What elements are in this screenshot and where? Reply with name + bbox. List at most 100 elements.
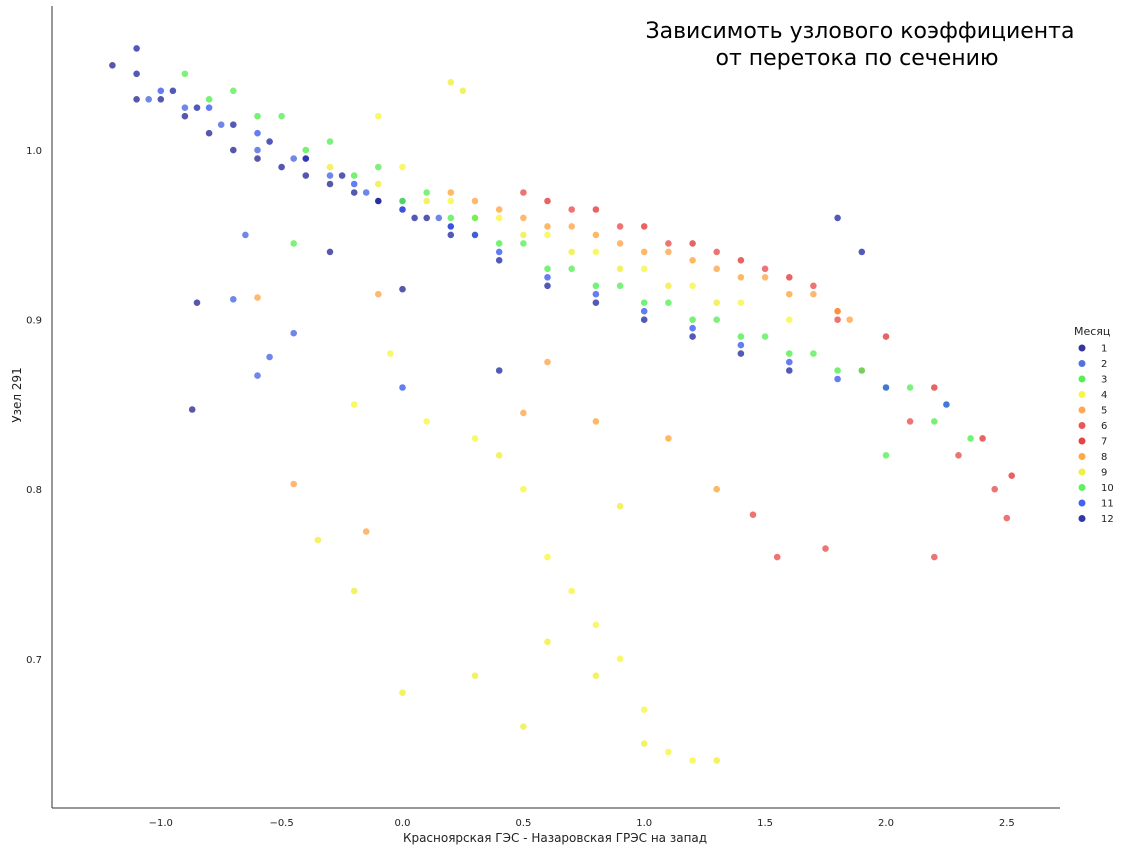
data-point (567, 247, 576, 256)
y-tick-label: 0.7 (26, 655, 42, 666)
legend-marker (1077, 436, 1087, 446)
data-point (495, 205, 504, 214)
data-point (712, 315, 721, 324)
data-point (434, 213, 443, 222)
data-point (664, 298, 673, 307)
legend-item: 4 (1077, 390, 1107, 401)
series-6 (519, 188, 1011, 561)
data-point (253, 371, 262, 380)
legend-item: 9 (1077, 468, 1107, 479)
x-tick-label: 1.5 (757, 818, 773, 829)
data-point (543, 230, 552, 239)
data-point (253, 154, 262, 163)
data-point (833, 366, 842, 375)
x-ticks: −1.0 −0.5 0.0 0.5 1.0 1.5 2.0 2.5 (149, 818, 1015, 829)
data-point (241, 230, 250, 239)
data-point (362, 188, 371, 197)
data-point (845, 315, 854, 324)
data-point (519, 722, 528, 731)
data-point (374, 197, 383, 205)
data-point (446, 78, 455, 87)
y-tick-label: 0.9 (26, 316, 42, 327)
series-7 (543, 197, 1016, 480)
data-point (458, 86, 467, 95)
series-2 (144, 95, 479, 380)
data-point (592, 290, 600, 299)
data-point (398, 383, 407, 392)
data-point (229, 146, 238, 154)
data-point (737, 256, 745, 265)
series-11 (156, 86, 951, 409)
legend-label: 11 (1101, 499, 1114, 510)
data-point (265, 137, 274, 146)
data-point (664, 247, 673, 256)
data-point (966, 434, 975, 443)
x-tick-label: 0.5 (515, 818, 531, 829)
data-point (978, 434, 987, 443)
legend-marker (1077, 359, 1087, 368)
data-point (313, 536, 322, 544)
x-tick-label: 2.5 (999, 818, 1015, 829)
data-point (519, 213, 528, 222)
series-5 (253, 197, 854, 536)
legend-item: 7 (1077, 436, 1107, 448)
data-point (882, 383, 890, 392)
data-point (156, 86, 165, 95)
data-point (495, 247, 504, 256)
data-point (229, 86, 238, 95)
data-point (640, 705, 649, 714)
data-point (616, 281, 624, 290)
data-point (229, 120, 238, 129)
data-point (495, 256, 504, 265)
data-point (180, 112, 189, 121)
data-point (374, 180, 383, 188)
data-point (229, 295, 238, 304)
data-point (592, 417, 600, 426)
data-point (132, 69, 141, 78)
data-point (471, 213, 479, 222)
legend-title: Месяц (1074, 325, 1110, 338)
data-point (785, 358, 794, 366)
legend-label: 5 (1101, 406, 1107, 417)
data-point (205, 95, 213, 104)
data-point (749, 510, 757, 519)
legend-label: 1 (1101, 344, 1107, 355)
data-point (664, 239, 673, 248)
data-point (277, 163, 286, 171)
legend-item: 3 (1077, 375, 1107, 386)
legend-item: 8 (1077, 452, 1107, 463)
data-point (592, 298, 600, 307)
data-point (326, 137, 334, 146)
data-point (543, 197, 552, 205)
legend-label: 6 (1101, 421, 1107, 432)
data-point (712, 247, 721, 256)
data-point (567, 264, 576, 273)
chart-title-line-2: от перетока по сечению (716, 46, 999, 71)
data-point (495, 366, 504, 375)
data-point (737, 273, 745, 282)
data-point (193, 103, 201, 112)
data-point (205, 103, 213, 112)
series-12 (132, 44, 866, 375)
data-point (688, 756, 697, 765)
data-point (543, 264, 552, 273)
data-point (616, 239, 624, 248)
data-point (543, 281, 552, 290)
legend-marker (1077, 421, 1087, 430)
data-point (495, 213, 504, 222)
legend-label: 10 (1101, 483, 1114, 494)
legend-marker (1077, 452, 1087, 461)
data-point (857, 366, 866, 375)
x-tick-label: 0.0 (395, 818, 411, 829)
data-point (906, 383, 914, 392)
data-point (761, 273, 769, 282)
data-point (265, 353, 274, 361)
data-point (737, 332, 745, 341)
data-point (326, 171, 334, 180)
y-tick-label: 0.8 (26, 485, 42, 496)
data-point (737, 349, 745, 358)
data-point (930, 553, 939, 561)
data-point (301, 171, 310, 180)
data-point (761, 332, 769, 341)
